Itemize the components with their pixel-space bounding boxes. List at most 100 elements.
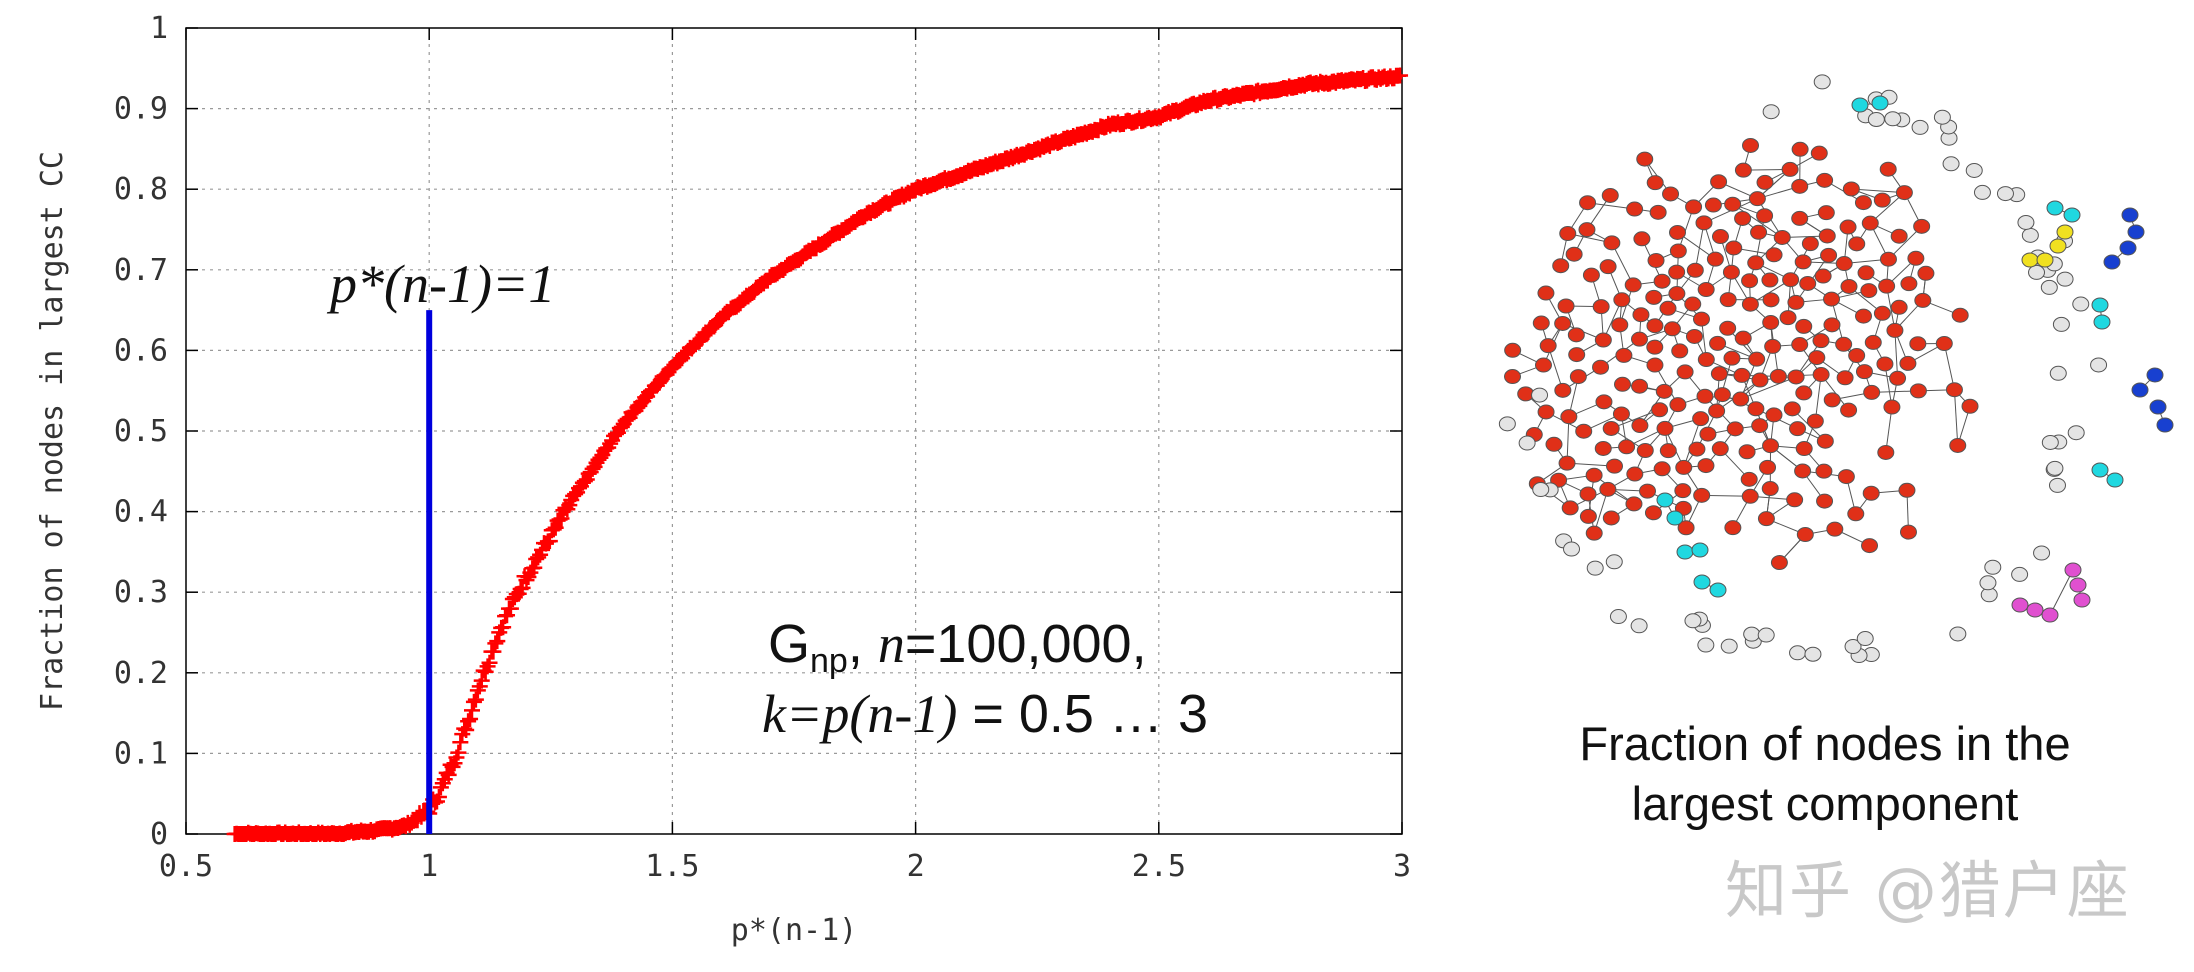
isolated-node xyxy=(1867,111,1885,127)
giant-component-node xyxy=(1835,336,1853,352)
giant-component-node xyxy=(1814,268,1832,284)
giant-component-node xyxy=(1631,418,1649,434)
network-edge xyxy=(1566,416,1570,464)
giant-component-node xyxy=(1759,459,1777,475)
giant-component-node xyxy=(1659,300,1677,316)
giant-component-node xyxy=(1782,272,1800,288)
isolated-node xyxy=(1605,554,1623,570)
percolation-chart: 0.5 1 1.5 2 2.5 3 0 0.1 0.2 0.3 0.4 0.5 0.6 0.7 0.8 0.… xyxy=(35,11,1411,948)
giant-component-node xyxy=(1816,172,1834,188)
giant-component-node xyxy=(1646,175,1664,191)
giant-component-node xyxy=(1855,364,1873,380)
giant-component-node xyxy=(1675,459,1693,475)
y-tick-label: 0.6 xyxy=(114,333,168,368)
giant-component-node xyxy=(1504,369,1522,385)
x-tick-label: 2.5 xyxy=(1132,849,1186,884)
network-edge xyxy=(1953,389,1959,446)
giant-component-node xyxy=(1668,264,1686,280)
isolated-node xyxy=(1973,184,1991,200)
giant-component-node xyxy=(1890,228,1908,244)
giant-component-node xyxy=(1773,229,1791,245)
network-edge xyxy=(1547,345,1564,391)
giant-component-node xyxy=(1913,218,1931,234)
giant-component-node xyxy=(1839,219,1857,235)
giant-component-node xyxy=(1599,259,1617,275)
small-component-node xyxy=(2106,472,2124,488)
giant-component-node xyxy=(1532,315,1550,331)
giant-component-node xyxy=(1840,402,1858,418)
isolated-node xyxy=(1762,104,1780,120)
giant-component-node xyxy=(1579,195,1597,211)
giant-component-node xyxy=(1613,292,1631,308)
giant-component-node xyxy=(1750,224,1768,240)
giant-component-node xyxy=(1791,141,1809,157)
isolated-node xyxy=(1984,559,2002,575)
giant-component-node xyxy=(1789,421,1807,437)
giant-component-node xyxy=(1818,228,1836,244)
data-point xyxy=(485,643,502,660)
giant-component-node xyxy=(1820,247,1838,263)
giant-component-node xyxy=(1569,369,1587,385)
giant-component-node xyxy=(1708,403,1726,419)
isolated-node xyxy=(1813,74,1831,90)
isolated-node xyxy=(1949,626,1967,642)
annotation-g: G xyxy=(768,614,810,674)
giant-component-node xyxy=(1592,359,1610,375)
y-tick-labels: 0 0.1 0.2 0.3 0.4 0.5 0.6 0.7 0.8 0.9 1 xyxy=(114,11,168,852)
giant-component-node xyxy=(1615,347,1633,363)
giant-component-node xyxy=(1879,251,1897,267)
giant-component-node xyxy=(1836,370,1854,386)
small-component-node xyxy=(1709,582,1727,598)
giant-component-node xyxy=(1613,376,1631,392)
giant-component-node xyxy=(1734,210,1752,226)
giant-component-node xyxy=(1706,251,1724,267)
giant-component-node xyxy=(1795,441,1813,457)
giant-component-node xyxy=(1808,350,1826,366)
y-tick-label: 0.2 xyxy=(114,656,168,691)
isolated-node xyxy=(2052,316,2070,332)
isolated-node xyxy=(1844,638,1862,654)
x-tick-label: 1 xyxy=(420,849,438,884)
giant-component-node xyxy=(1647,253,1665,269)
giant-component-node xyxy=(1835,256,1853,272)
giant-component-node xyxy=(1585,525,1603,541)
giant-component-node xyxy=(1890,299,1908,315)
y-tick-label: 0.9 xyxy=(114,92,168,127)
giant-component-node xyxy=(1692,411,1710,427)
network-edge xyxy=(1740,376,1797,400)
small-component-node xyxy=(2041,607,2059,623)
giant-component-node xyxy=(1876,356,1894,372)
giant-component-node xyxy=(1756,208,1774,224)
giant-component-node xyxy=(1662,186,1680,202)
giant-component-node xyxy=(1626,466,1644,482)
network-edge xyxy=(1943,343,1955,390)
giant-component-node xyxy=(1761,272,1779,288)
giant-component-node xyxy=(1722,264,1740,280)
series-points xyxy=(226,67,1409,842)
network-edge xyxy=(1593,489,1609,534)
giant-component-node xyxy=(1740,471,1758,487)
small-component-node xyxy=(2146,367,2164,383)
data-point xyxy=(547,519,564,536)
data-point xyxy=(440,766,457,783)
small-component-node xyxy=(2119,240,2137,256)
giant-component-node xyxy=(1504,342,1522,358)
annotation-line1: Gnp, n=100,000, xyxy=(768,614,1147,680)
isolated-node xyxy=(2041,434,2059,450)
giant-component-node xyxy=(1762,438,1780,454)
data-point xyxy=(452,734,469,751)
x-tick-label: 1.5 xyxy=(645,849,699,884)
giant-component-node xyxy=(1537,285,1555,301)
giant-component-node xyxy=(1611,317,1629,333)
giant-component-node xyxy=(1656,420,1674,436)
network-edge xyxy=(1611,242,1634,286)
giant-component-node xyxy=(1863,384,1881,400)
giant-component-node xyxy=(1630,331,1648,347)
data-point xyxy=(432,779,449,796)
giant-component-node xyxy=(1837,469,1855,485)
y-tick-label: 0.7 xyxy=(114,253,168,288)
giant-component-node xyxy=(1883,399,1901,415)
giant-component-node xyxy=(1791,178,1809,194)
giant-component-node xyxy=(1806,413,1824,429)
isolated-node xyxy=(2067,425,2085,441)
